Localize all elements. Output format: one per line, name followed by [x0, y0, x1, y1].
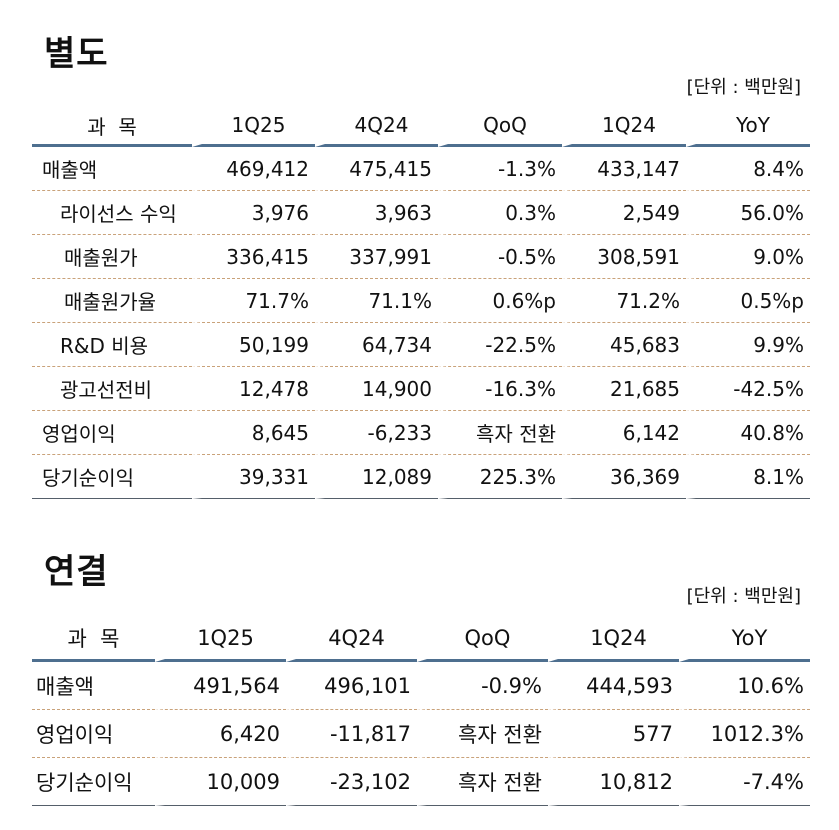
cell-1q25: 469,412	[192, 147, 315, 191]
separate-title: 별도	[44, 34, 109, 74]
cell-1q25: 8,645	[192, 411, 315, 455]
row-label: 영업이익	[32, 710, 155, 758]
cell-yoy: -42.5%	[686, 367, 810, 411]
cell-4q24: -6,233	[315, 411, 438, 455]
table-row: 라이선스 수익 3,976 3,963 0.3% 2,549 56.0%	[32, 191, 810, 235]
table-row: 매출원가 336,415 337,991 -0.5% 308,591 9.0%	[32, 235, 810, 279]
table-row: 광고선전비 12,478 14,900 -16.3% 21,685 -42.5%	[32, 367, 810, 411]
header-yoy: YoY	[679, 617, 810, 662]
cell-4q24: 12,089	[315, 455, 438, 499]
row-label: 당기순이익	[32, 455, 192, 499]
table-row: 매출원가율 71.7% 71.1% 0.6%p 71.2% 0.5%p	[32, 279, 810, 323]
consolidated-title: 연결	[44, 552, 109, 592]
header-4q24: 4Q24	[315, 106, 438, 147]
cell-1q24: 6,142	[562, 411, 686, 455]
cell-qoq: 흑자 전환	[417, 758, 548, 806]
cell-yoy: 56.0%	[686, 191, 810, 235]
header-4q24: 4Q24	[286, 617, 417, 662]
cell-qoq: 0.6%p	[438, 279, 562, 323]
header-account: 과 목	[32, 617, 155, 662]
cell-yoy: 0.5%p	[686, 279, 810, 323]
table-row: 영업이익 8,645 -6,233 흑자 전환 6,142 40.8%	[32, 411, 810, 455]
row-label: 영업이익	[32, 411, 192, 455]
cell-yoy: 10.6%	[679, 662, 810, 710]
row-label: 매출액	[32, 147, 192, 191]
cell-qoq: -1.3%	[438, 147, 562, 191]
header-yoy: YoY	[686, 106, 810, 147]
cell-yoy: -7.4%	[679, 758, 810, 806]
cell-1q24: 21,685	[562, 367, 686, 411]
table-row: 매출액 469,412 475,415 -1.3% 433,147 8.4%	[32, 147, 810, 191]
cell-qoq: 흑자 전환	[417, 710, 548, 758]
row-label: 광고선전비	[32, 367, 192, 411]
cell-yoy: 40.8%	[686, 411, 810, 455]
cell-yoy: 1012.3%	[679, 710, 810, 758]
cell-1q25: 336,415	[192, 235, 315, 279]
cell-yoy: 8.1%	[686, 455, 810, 499]
cell-4q24: 14,900	[315, 367, 438, 411]
header-qoq: QoQ	[438, 106, 562, 147]
cell-qoq: 흑자 전환	[438, 411, 562, 455]
table-row: R&D 비용 50,199 64,734 -22.5% 45,683 9.9%	[32, 323, 810, 367]
header-1q25: 1Q25	[155, 617, 286, 662]
cell-1q25: 6,420	[155, 710, 286, 758]
cell-qoq: -16.3%	[438, 367, 562, 411]
separate-unit-label: [단위 : 백만원]	[686, 77, 801, 98]
cell-1q24: 433,147	[562, 147, 686, 191]
row-label: 매출원가	[32, 235, 192, 279]
table-row: 당기순이익 10,009 -23,102 흑자 전환 10,812 -7.4%	[32, 758, 810, 806]
consolidated-unit-label: [단위 : 백만원]	[686, 586, 801, 607]
cell-1q24: 45,683	[562, 323, 686, 367]
cell-1q25: 10,009	[155, 758, 286, 806]
header-1q24: 1Q24	[548, 617, 679, 662]
cell-qoq: 225.3%	[438, 455, 562, 499]
separate-financial-table: 과 목 1Q25 4Q24 QoQ 1Q24 YoY 매출액 469,412 4…	[32, 106, 810, 499]
row-label: 매출원가율	[32, 279, 192, 323]
cell-1q25: 3,976	[192, 191, 315, 235]
cell-1q24: 444,593	[548, 662, 679, 710]
cell-4q24: 496,101	[286, 662, 417, 710]
table-header-row: 과 목 1Q25 4Q24 QoQ 1Q24 YoY	[32, 617, 810, 662]
row-label: 당기순이익	[32, 758, 155, 806]
cell-qoq: -0.9%	[417, 662, 548, 710]
cell-1q25: 12,478	[192, 367, 315, 411]
cell-1q25: 71.7%	[192, 279, 315, 323]
table-row: 당기순이익 39,331 12,089 225.3% 36,369 8.1%	[32, 455, 810, 499]
cell-4q24: -11,817	[286, 710, 417, 758]
cell-4q24: -23,102	[286, 758, 417, 806]
table-row: 매출액 491,564 496,101 -0.9% 444,593 10.6%	[32, 662, 810, 710]
cell-yoy: 9.9%	[686, 323, 810, 367]
table-header-row: 과 목 1Q25 4Q24 QoQ 1Q24 YoY	[32, 106, 810, 147]
cell-1q24: 36,369	[562, 455, 686, 499]
cell-1q25: 491,564	[155, 662, 286, 710]
cell-yoy: 8.4%	[686, 147, 810, 191]
cell-1q25: 50,199	[192, 323, 315, 367]
table-row: 영업이익 6,420 -11,817 흑자 전환 577 1012.3%	[32, 710, 810, 758]
cell-4q24: 64,734	[315, 323, 438, 367]
row-label: 라이선스 수익	[32, 191, 192, 235]
cell-1q24: 2,549	[562, 191, 686, 235]
cell-4q24: 71.1%	[315, 279, 438, 323]
cell-yoy: 9.0%	[686, 235, 810, 279]
header-qoq: QoQ	[417, 617, 548, 662]
cell-qoq: 0.3%	[438, 191, 562, 235]
row-label: 매출액	[32, 662, 155, 710]
cell-1q24: 71.2%	[562, 279, 686, 323]
cell-qoq: -0.5%	[438, 235, 562, 279]
cell-qoq: -22.5%	[438, 323, 562, 367]
header-1q25: 1Q25	[192, 106, 315, 147]
row-label: R&D 비용	[32, 323, 192, 367]
cell-1q25: 39,331	[192, 455, 315, 499]
cell-4q24: 3,963	[315, 191, 438, 235]
header-account: 과 목	[32, 106, 192, 147]
cell-1q24: 308,591	[562, 235, 686, 279]
cell-1q24: 10,812	[548, 758, 679, 806]
cell-4q24: 337,991	[315, 235, 438, 279]
cell-4q24: 475,415	[315, 147, 438, 191]
consolidated-financial-table: 과 목 1Q25 4Q24 QoQ 1Q24 YoY 매출액 491,564 4…	[32, 617, 810, 806]
cell-1q24: 577	[548, 710, 679, 758]
header-1q24: 1Q24	[562, 106, 686, 147]
